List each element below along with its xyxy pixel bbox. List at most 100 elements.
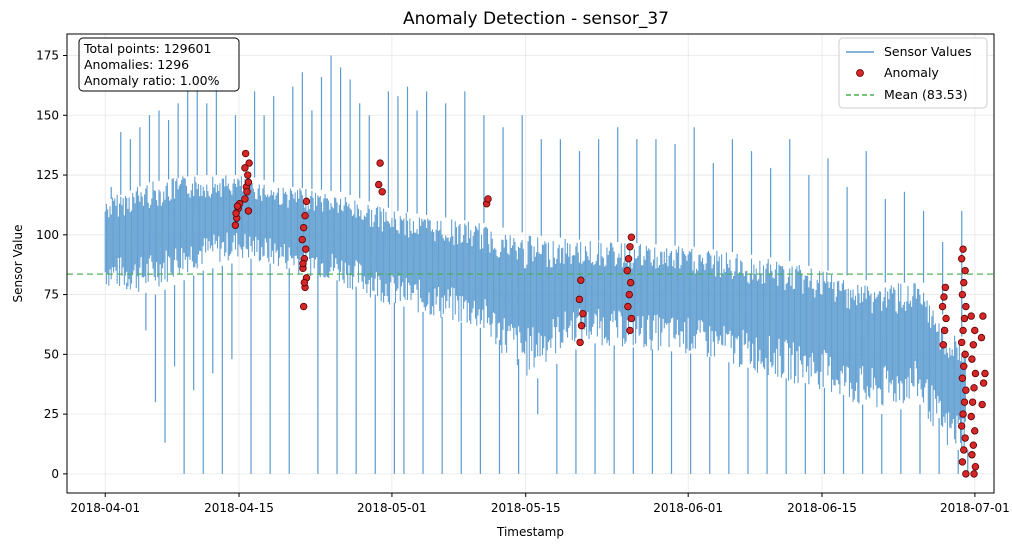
anomaly-point [575, 295, 584, 304]
anomaly-point [375, 180, 383, 189]
anomaly-point [962, 470, 970, 478]
anomaly-point [960, 446, 968, 454]
anomaly-point [627, 314, 636, 323]
anomaly-point [233, 202, 242, 210]
anomaly-point [625, 290, 633, 299]
anomaly-point [624, 255, 633, 263]
anomaly-point [939, 341, 947, 349]
anomaly-point [231, 221, 240, 229]
stats-box: Total points: 129601 Anomalies: 1296 Ano… [78, 37, 240, 92]
x-tick-label: 2018-05-01 [357, 501, 427, 515]
anomaly-point [938, 302, 947, 311]
x-tick-label: 2018-04-01 [70, 501, 140, 515]
anomaly-point [979, 312, 987, 320]
anomaly-point [244, 171, 252, 179]
anomaly-point [299, 302, 308, 311]
anomaly-point [940, 326, 949, 335]
anomaly-point [942, 314, 950, 323]
anomaly-point [967, 312, 975, 320]
x-tick-label: 2018-06-01 [653, 501, 723, 515]
stats-anomalies: Anomalies: 1296 [84, 57, 189, 72]
anomaly-point [971, 427, 979, 435]
anomaly-point [967, 412, 975, 421]
anomaly-point [958, 374, 967, 382]
anomaly-point [971, 326, 979, 335]
x-tick-label: 2018-05-15 [491, 501, 561, 515]
anomaly-point [241, 164, 249, 172]
anomaly-point [626, 326, 634, 335]
anomaly-point [960, 398, 969, 406]
legend-sensor-values: Sensor Values [884, 44, 972, 59]
anomaly-point [378, 188, 386, 196]
anomaly-point [302, 245, 310, 253]
anomaly-point [623, 266, 631, 275]
anomaly-point [960, 314, 969, 323]
anomaly-point [241, 195, 249, 203]
y-tick-label: 175 [36, 49, 59, 63]
x-axis: 2018-04-01 2018-04-15 2018-05-01 2018-05-15… [70, 493, 1010, 515]
anomaly-point [971, 463, 980, 471]
plot-frame [66, 33, 995, 494]
legend-mean: Mean (83.53) [884, 87, 968, 102]
anomaly-point [941, 283, 950, 292]
anomaly-point [298, 235, 306, 244]
stats-anomaly-ratio: Anomaly ratio: 1.00% [84, 73, 220, 88]
x-tick-label: 2018-07-01 [940, 501, 1010, 515]
anomaly-point [579, 310, 587, 318]
anomaly-point [959, 410, 967, 418]
anomaly-point [970, 384, 978, 392]
anomaly-point [957, 255, 966, 263]
sensor-values-band [104, 175, 966, 449]
anomaly-point [577, 276, 585, 284]
anomaly-point [624, 302, 632, 311]
y-tick-label: 25 [44, 407, 59, 421]
y-tick-label: 75 [44, 288, 59, 302]
y-tick-label: 100 [36, 228, 59, 242]
anomaly-point [626, 278, 635, 287]
anomaly-point [959, 326, 967, 335]
anomaly-point [977, 333, 986, 342]
anomaly-point [300, 278, 309, 287]
anomaly-point [969, 341, 978, 349]
y-axis: 0 25 50 75 100 125 150 175 [36, 49, 67, 481]
y-tick-label: 0 [51, 467, 59, 481]
anomaly-point [968, 398, 977, 406]
legend-anomaly: Anomaly [884, 65, 939, 80]
anomaly-point [957, 338, 966, 347]
y-axis-label: Sensor Value [11, 225, 25, 303]
legend-anomaly-swatch [856, 69, 864, 77]
anomaly-point [958, 458, 967, 466]
x-axis-label: Timestamp [496, 525, 564, 539]
anomaly-points [231, 149, 989, 478]
anomaly-point [576, 338, 584, 347]
anomaly-point [981, 369, 989, 378]
anomaly-point [301, 211, 309, 220]
legend: Sensor Values Anomaly Mean (83.53) [838, 37, 988, 109]
sensor-values-trace [104, 175, 966, 449]
anomaly-point [243, 188, 251, 196]
anomaly-point [968, 355, 976, 363]
anomaly-point [962, 302, 970, 311]
anomaly-point [961, 266, 969, 275]
anomaly-point [627, 233, 636, 241]
anomaly-point [376, 159, 384, 167]
anomaly-point [979, 379, 988, 387]
x-tick-label: 2018-04-15 [204, 501, 274, 515]
y-tick-label: 50 [44, 347, 59, 361]
anomaly-point [957, 422, 966, 430]
anomaly-point [302, 197, 311, 206]
anomaly-point [241, 149, 250, 158]
anomaly-point [960, 362, 968, 370]
anomaly-point [962, 386, 970, 394]
anomaly-point [958, 290, 967, 299]
anomaly-point [969, 441, 978, 449]
anomaly-point [484, 195, 492, 203]
anomaly-point [232, 209, 240, 217]
anomaly-point [961, 434, 969, 442]
anomaly-point [299, 223, 308, 232]
anomaly-point [244, 178, 253, 186]
anomaly-point [968, 451, 976, 459]
anomaly-point [245, 159, 253, 167]
anomaly-point [626, 243, 634, 251]
